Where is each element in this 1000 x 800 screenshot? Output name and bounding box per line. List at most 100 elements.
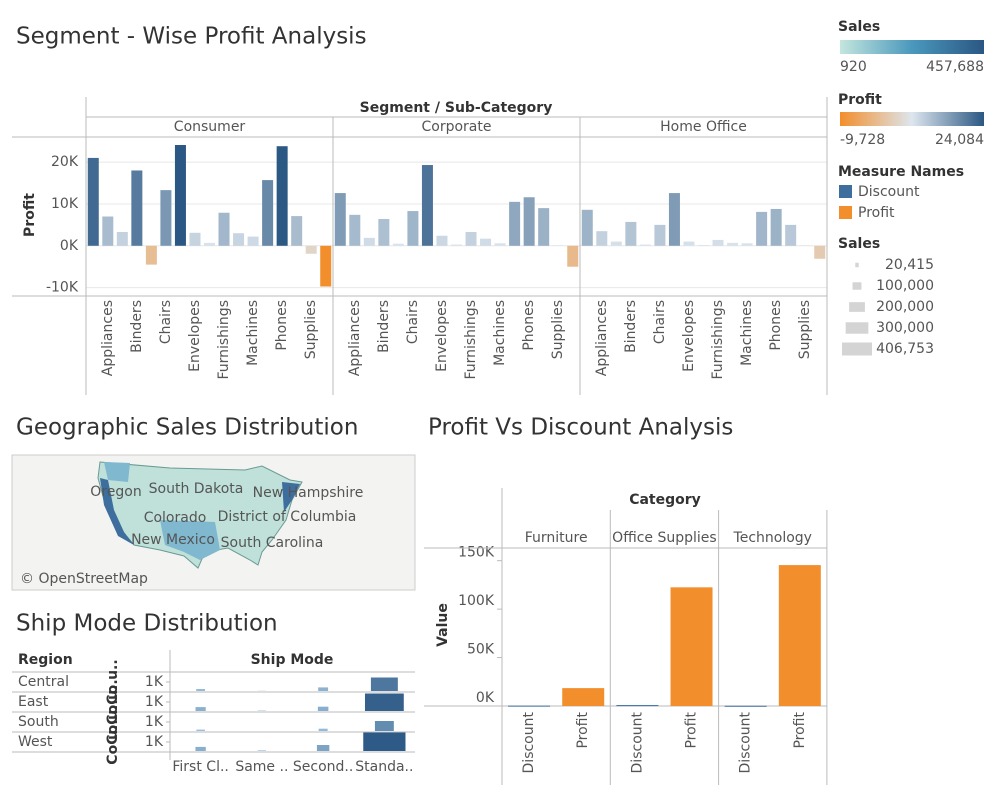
legend-label: 20,415: [885, 257, 934, 273]
y-tick-label: 0K: [60, 238, 79, 254]
bar: [291, 216, 303, 246]
chart-title: Profit Vs Discount Analysis: [428, 415, 733, 441]
x-tick-label: Supplies: [550, 300, 566, 359]
bar: [552, 245, 564, 246]
map-label: New Hampshire: [253, 485, 364, 501]
x-tick-label: Machines: [492, 300, 508, 366]
bar: [670, 587, 713, 706]
bar: [436, 235, 448, 246]
bar: [363, 237, 375, 246]
bar: [625, 221, 637, 246]
bar: [654, 224, 666, 246]
bar: [363, 732, 406, 751]
legend-swatch: [839, 206, 852, 219]
map-label: Colorado: [144, 510, 207, 526]
facet-label: Technology: [733, 530, 812, 546]
bar: [131, 170, 143, 246]
bar: [509, 201, 521, 246]
x-tick-label: Phones: [768, 300, 784, 351]
bar: [305, 245, 317, 254]
x-tick-label: Phones: [521, 300, 537, 351]
y-tick-label: 150K: [458, 545, 495, 561]
bar: [349, 214, 361, 246]
bar: [204, 242, 215, 246]
bar: [494, 243, 506, 246]
y-tick-label: 100K: [458, 593, 495, 609]
legend-label: 920: [840, 59, 867, 75]
bar: [770, 208, 782, 246]
bar: [247, 236, 259, 246]
x-tick-label: Appliances: [100, 300, 116, 376]
bar: [596, 231, 608, 246]
map-label: South Dakota: [149, 481, 244, 497]
x-tick-label: Chairs: [158, 300, 174, 344]
bar: [320, 245, 332, 287]
y-tick-label: 0K: [476, 690, 495, 706]
facet-label: Consumer: [174, 119, 246, 135]
legend-label: 200,000: [876, 299, 934, 315]
bar: [421, 165, 433, 246]
x-tick-label: Chairs: [405, 300, 421, 344]
bar: [799, 245, 811, 246]
row-label: South: [18, 714, 59, 730]
x-tick-label: Phones: [274, 300, 290, 351]
facet-label: Home Office: [660, 119, 747, 135]
x-tick-label: Machines: [245, 300, 261, 366]
x-tick-label: Profit: [575, 712, 591, 749]
map-label: District of Columbia: [218, 509, 357, 525]
bar: [276, 146, 288, 246]
bar: [785, 224, 797, 246]
axis-title: Co u..: [105, 679, 121, 724]
bar: [262, 180, 274, 246]
map-label: Oregon: [90, 484, 141, 500]
bar: [196, 729, 205, 731]
y-tick-label: -10K: [46, 280, 79, 296]
row-label: West: [18, 734, 53, 750]
x-tick-label: Discount: [629, 711, 645, 773]
map-region: [104, 462, 130, 482]
header: Segment / Sub-Category: [360, 100, 553, 116]
bar: [538, 208, 550, 246]
legend-size: [849, 302, 865, 312]
bar: [87, 157, 99, 246]
map-label: New Mexico: [131, 532, 215, 548]
bar: [523, 197, 535, 246]
legend-label: Profit: [858, 205, 895, 221]
x-tick-label: Furnishings: [710, 300, 726, 380]
row-header: Region: [18, 652, 73, 668]
x-tick-label: Envelopes: [187, 300, 203, 372]
bar: [741, 243, 753, 246]
bar: [480, 238, 492, 246]
legend-label: 100,000: [876, 278, 934, 294]
x-tick-label: Envelopes: [681, 300, 697, 372]
legend-title: Sales: [838, 19, 880, 35]
x-tick-label: First Cl..: [172, 759, 228, 775]
y-axis-title: Profit: [22, 193, 38, 237]
map-region: [282, 482, 300, 512]
map-label: South Carolina: [221, 535, 324, 551]
bar: [814, 245, 826, 259]
bar: [639, 244, 651, 246]
bar: [374, 721, 394, 731]
bar: [724, 705, 767, 707]
y-tick-label: 1K: [145, 674, 164, 690]
bar: [683, 241, 695, 246]
legend-title: Sales: [838, 236, 880, 252]
facet-label: Furniture: [525, 530, 588, 546]
bar: [610, 241, 622, 246]
legend-size: [852, 282, 862, 290]
bar: [195, 707, 206, 711]
bar: [668, 193, 680, 246]
legend-size: [855, 262, 859, 268]
x-tick-label: Chairs: [652, 300, 668, 344]
bar: [727, 242, 739, 246]
chart-title: Segment - Wise Profit Analysis: [16, 24, 367, 50]
chart-title: Geographic Sales Distribution: [16, 415, 358, 441]
legend-swatch: [839, 185, 852, 198]
x-tick-label: Supplies: [797, 300, 813, 359]
y-tick-label: 1K: [145, 694, 164, 710]
bar: [451, 244, 462, 246]
legend-title: Profit: [838, 92, 882, 108]
bar: [102, 216, 114, 246]
bar: [392, 243, 404, 246]
